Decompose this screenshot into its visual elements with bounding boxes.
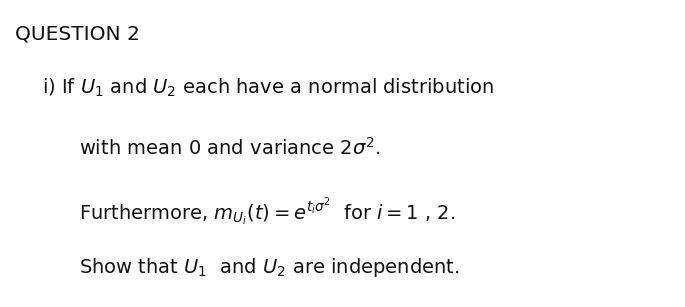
Text: with mean 0 and variance $2\sigma^2$.: with mean 0 and variance $2\sigma^2$. xyxy=(79,137,380,158)
Text: QUESTION 2: QUESTION 2 xyxy=(15,25,140,44)
Text: i) If $U_1$ and $U_2$ each have a normal distribution: i) If $U_1$ and $U_2$ each have a normal… xyxy=(42,77,495,99)
Text: Furthermore, $m_{U_i}(t) = e^{t_i\sigma^2}$  for $i = 1$ , 2.: Furthermore, $m_{U_i}(t) = e^{t_i\sigma^… xyxy=(79,196,455,228)
Text: Show that $U_1$  and $U_2$ are independent.: Show that $U_1$ and $U_2$ are independen… xyxy=(79,256,460,279)
